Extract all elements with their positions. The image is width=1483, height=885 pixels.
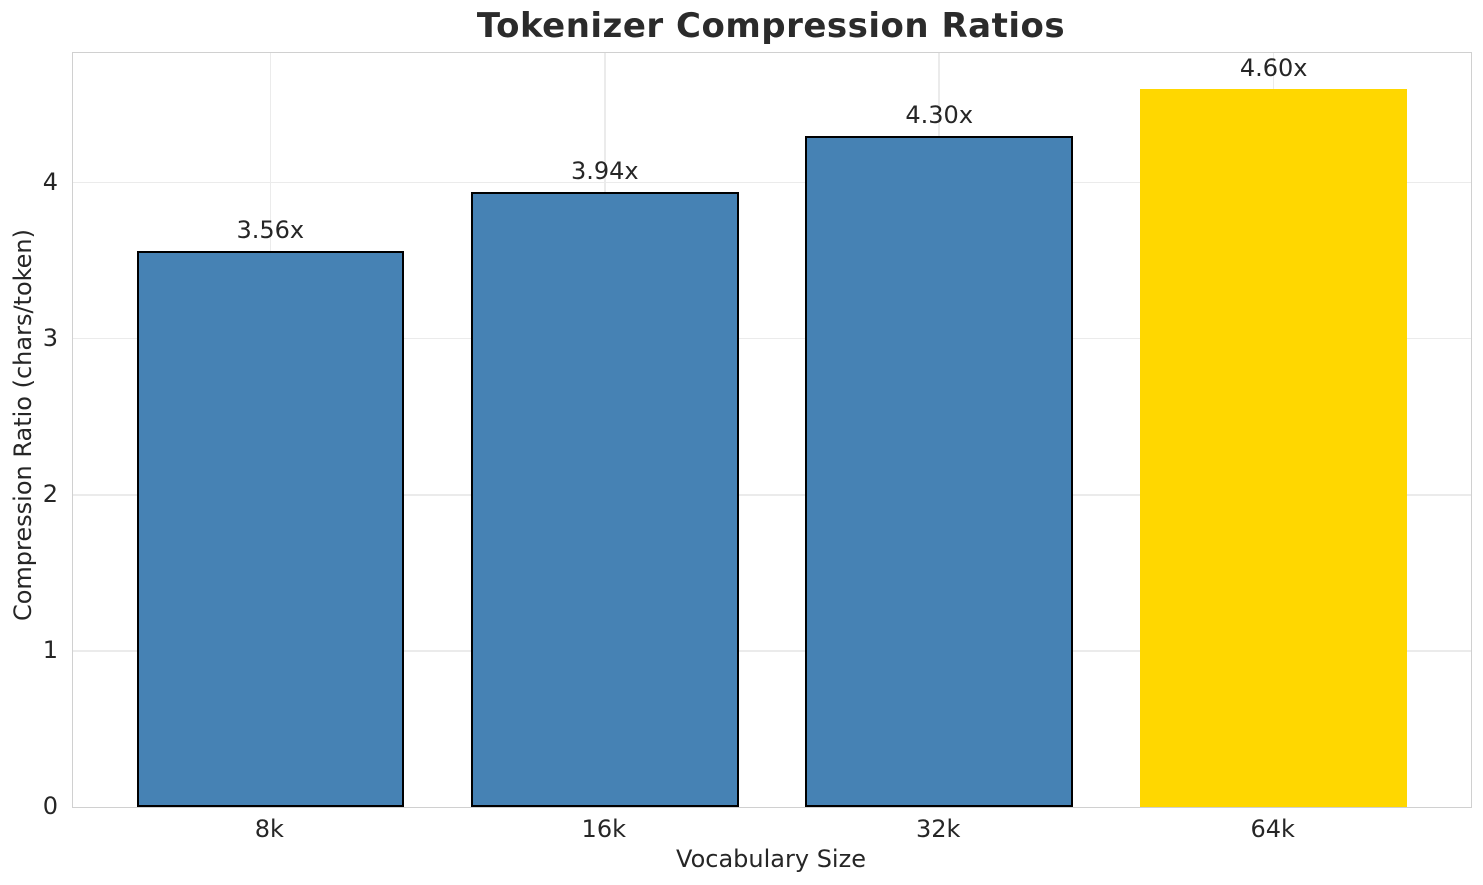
x-tick-label: 64k — [1250, 815, 1295, 843]
x-tick-label: 32k — [916, 815, 961, 843]
h-gridline — [73, 337, 1471, 340]
bar-16k — [470, 191, 739, 807]
x-tick-label: 8k — [254, 815, 284, 843]
bar-value-label: 4.60x — [1239, 53, 1308, 82]
bar-32k — [805, 135, 1073, 807]
y-tick-label: 0 — [42, 792, 58, 820]
plot-area: 3.56x 3.94x 4.30x 4.60x — [72, 52, 1472, 808]
bar-value-label: 3.56x — [236, 216, 305, 245]
h-gridline — [73, 494, 1471, 496]
bar-8k — [136, 251, 405, 807]
x-tick-label: 16k — [581, 815, 626, 843]
h-gridline — [73, 181, 1471, 184]
y-tick-label: 1 — [42, 635, 58, 664]
y-tick-label: 2 — [42, 479, 58, 508]
y-tick-label: 3 — [42, 323, 58, 352]
bar-64k — [1139, 88, 1408, 807]
bar-value-label: 3.94x — [570, 156, 639, 185]
h-gridline — [73, 650, 1471, 652]
bar-value-label: 4.30x — [905, 100, 974, 129]
y-tick-label: 4 — [42, 167, 58, 196]
x-axis-label: Vocabulary Size — [676, 845, 866, 873]
chart-title: Tokenizer Compression Ratios — [476, 6, 1066, 46]
